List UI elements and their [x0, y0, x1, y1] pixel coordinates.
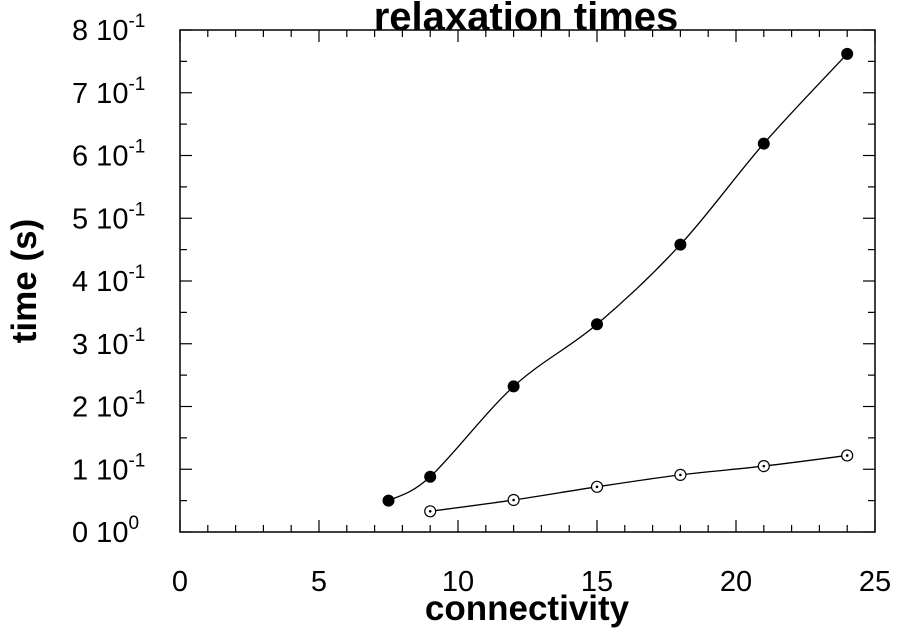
x-tick-label: 0: [172, 566, 188, 598]
x-tick-label: 20: [720, 566, 752, 598]
y-tick-label: 1 10-1: [72, 450, 145, 486]
plot-frame: [179, 29, 876, 533]
y-tick-label: 5 10-1: [72, 199, 145, 235]
y-axis-title: time (s): [5, 219, 44, 343]
data-points: [382, 47, 854, 518]
data-point-series-1: [674, 238, 687, 251]
x-tick-label: 10: [442, 566, 474, 598]
y-tick-label: 4 10-1: [72, 262, 145, 298]
data-point-series-2: [424, 505, 437, 518]
y-tick-label: 2 10-1: [72, 388, 145, 424]
data-point-series-2: [757, 460, 770, 473]
x-tick-label: 15: [581, 566, 613, 598]
x-tick-label: 5: [311, 566, 327, 598]
y-tick-labels: 0 100 1 10-1 2 10-1 3 10-1 4 10-1 5 10-1 6 10-…: [72, 11, 145, 549]
x-tick-label: 25: [859, 566, 891, 598]
fit-curve-series-2: [430, 454, 848, 512]
data-point-series-2: [590, 480, 604, 493]
data-point-series-1: [382, 494, 395, 507]
y-tick-label: 3 10-1: [72, 325, 145, 361]
data-point-series-2: [841, 449, 854, 462]
x-axis-title: connectivity: [425, 589, 630, 628]
y-tick-label: 7 10-1: [72, 74, 145, 110]
fit-curves: [388, 53, 848, 512]
y-tick-label: 8 10-1: [72, 11, 145, 47]
x-tick-labels: 0 5 10 15 20 25: [172, 566, 891, 598]
data-point-series-1: [591, 318, 603, 331]
chart-title: relaxation times: [374, 0, 679, 39]
y-tick-label: 6 10-1: [72, 137, 145, 173]
axis-ticks: [179, 29, 876, 533]
fit-curve-series-1: [388, 53, 848, 502]
data-point-series-1: [424, 470, 437, 483]
data-point-series-2: [674, 468, 687, 481]
y-tick-label: 0 100: [72, 513, 139, 549]
data-point-series-1: [757, 137, 770, 150]
data-point-series-1: [841, 47, 854, 60]
data-point-series-2: [507, 493, 520, 507]
data-point-series-1: [507, 380, 520, 393]
